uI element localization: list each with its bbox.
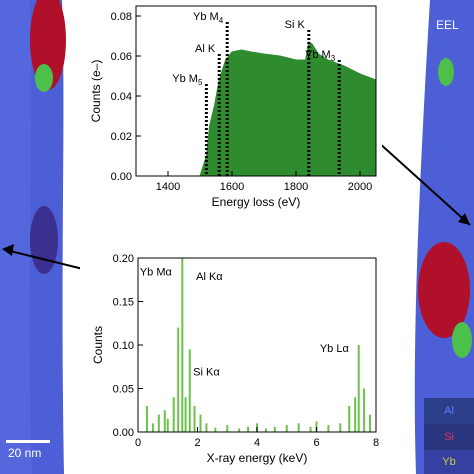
y-tick-label: 0.20 (113, 253, 134, 265)
edge-label: Yb M4 (193, 11, 224, 25)
left-nanotube-highlight (0, 0, 32, 474)
eels-chart: 1400 1600 1800 2000 0.00 0.02 0.04 0.06 0.08 Ener… (80, 0, 382, 230)
legend-al: Al (424, 398, 474, 424)
y-tick-label: 0.02 (111, 131, 132, 143)
arrow-upper-head (458, 213, 470, 225)
arrow-lower-head (2, 244, 14, 256)
peak-label: Si Kα (193, 366, 220, 378)
edge-label: Yb M3 (305, 49, 336, 63)
y-tick-label: 0.15 (113, 297, 134, 309)
peak-label: Yb Mα (140, 266, 173, 278)
y-tick-label: 0.06 (111, 51, 132, 63)
y-axis-label: Counts (91, 326, 105, 364)
x-tick-label: 2 (194, 437, 200, 449)
green-particle-right (452, 322, 472, 358)
scale-bar-label: 20 nm (8, 446, 42, 460)
y-axis-label: Counts (e–) (89, 60, 103, 123)
y-tick-label: 0.10 (113, 340, 134, 352)
plot-frame (135, 5, 377, 177)
y-tick-label: 0.08 (111, 11, 132, 23)
y-tick-label: 0.05 (113, 384, 134, 396)
x-axis-label: X-ray energy (keV) (207, 451, 308, 465)
x-tick-label: 8 (373, 437, 379, 449)
green-particle-top-right (438, 58, 454, 86)
legend-si: Si (424, 424, 474, 450)
y-tick-label: 0.04 (111, 91, 132, 103)
edge-label: Yb M5 (172, 73, 203, 87)
x-tick-label: 6 (313, 437, 319, 449)
eels-spectrum-area (136, 41, 377, 177)
x-tick-label: 1600 (220, 181, 244, 193)
edge-label: Al K (195, 43, 216, 55)
edx-chart: 0 2 4 6 8 0.00 0.05 0.10 0.15 0.20 X-ray energy (k… (80, 240, 382, 474)
eels-label: EEL (436, 18, 459, 32)
x-tick-label: 1400 (156, 181, 180, 193)
edge-label: Si K (285, 19, 306, 31)
y-tick-label: 0.00 (111, 171, 132, 183)
x-tick-label: 2000 (348, 181, 372, 193)
red-particle-right (418, 242, 470, 338)
green-particle-top-left (35, 64, 53, 92)
peak-label: Al Kα (196, 271, 223, 283)
scale-bar (6, 440, 50, 443)
legend-yb: Yb (424, 450, 474, 474)
y-tick-label: 0.00 (113, 427, 134, 439)
x-tick-label: 0 (135, 437, 141, 449)
x-axis-label: Energy loss (eV) (212, 195, 301, 209)
peak-label: Yb Lα (320, 343, 350, 355)
x-tick-label: 4 (254, 437, 260, 449)
dark-particle-left (30, 206, 58, 274)
panel-background (80, 240, 382, 474)
arrow-upper (377, 141, 471, 226)
x-tick-label: 1800 (284, 181, 308, 193)
